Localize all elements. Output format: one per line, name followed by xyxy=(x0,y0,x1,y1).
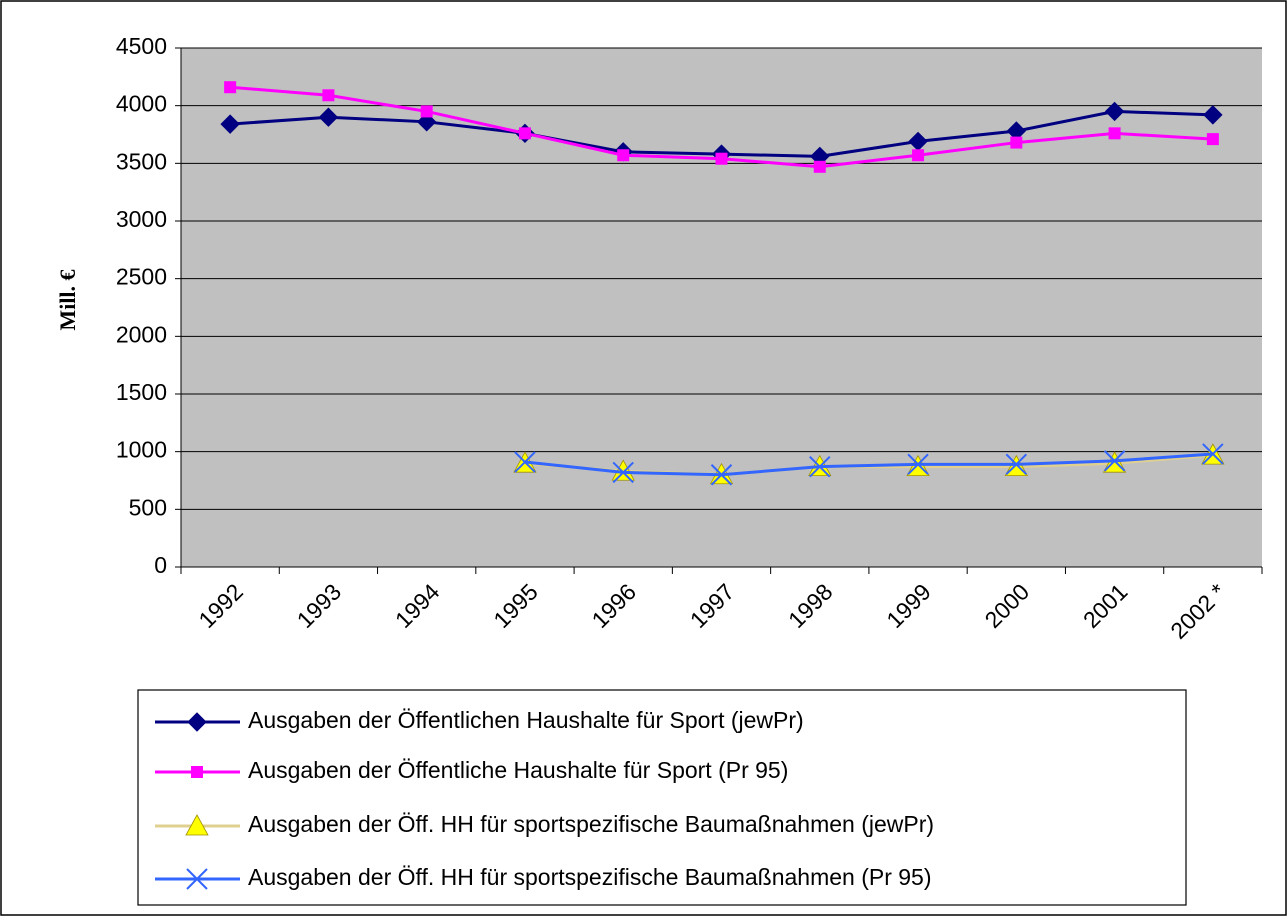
data-point xyxy=(322,89,335,102)
y-axis-label: Mill. € xyxy=(55,269,80,330)
data-point xyxy=(715,152,728,165)
data-point xyxy=(611,459,635,481)
data-point xyxy=(1010,136,1023,149)
legend-marker xyxy=(191,766,203,778)
data-point xyxy=(518,127,531,140)
data-point xyxy=(1005,453,1028,476)
data-point xyxy=(514,451,536,473)
data-point xyxy=(617,149,630,162)
legend-marker xyxy=(185,814,209,836)
data-point xyxy=(710,464,733,486)
y-tick-label: 4000 xyxy=(116,91,167,117)
legend-label: Ausgaben der Öff. HH für sportspezifisch… xyxy=(248,864,932,890)
data-point xyxy=(1108,127,1121,140)
data-point xyxy=(907,453,929,476)
plot-area xyxy=(181,48,1262,567)
y-tick-label: 3500 xyxy=(116,148,167,174)
y-tick-label: 0 xyxy=(154,552,167,578)
data-point xyxy=(612,461,634,484)
data-point xyxy=(1202,443,1224,465)
data-point xyxy=(416,112,437,132)
legend-label: Ausgaben der Öffentlichen Haushalte für … xyxy=(248,707,804,733)
data-point xyxy=(1104,101,1125,122)
data-point xyxy=(224,81,237,94)
y-tick-label: 1500 xyxy=(116,379,167,405)
data-point xyxy=(813,160,826,173)
y-tick-label: 3000 xyxy=(116,206,167,232)
y-tick-label: 1000 xyxy=(116,437,167,463)
data-point xyxy=(809,455,831,478)
legend xyxy=(137,689,1187,906)
series-line xyxy=(524,452,1213,477)
legend-label: Ausgaben der Öff. HH für sportspezifisch… xyxy=(248,811,934,837)
data-point xyxy=(420,105,433,118)
legend-marker xyxy=(187,712,207,732)
data-point xyxy=(1203,105,1223,125)
data-point xyxy=(1103,450,1126,472)
data-point xyxy=(912,149,925,162)
y-tick-label: 2000 xyxy=(116,321,167,347)
legend-marker xyxy=(186,868,208,890)
y-tick-label: 4500 xyxy=(116,33,167,59)
data-point xyxy=(1206,133,1219,146)
y-tick-label: 500 xyxy=(129,494,167,520)
data-point xyxy=(220,114,240,134)
data-point xyxy=(318,107,339,127)
y-tick-label: 2500 xyxy=(116,264,167,290)
legend-label: Ausgaben der Öffentliche Haushalte für S… xyxy=(248,757,788,783)
